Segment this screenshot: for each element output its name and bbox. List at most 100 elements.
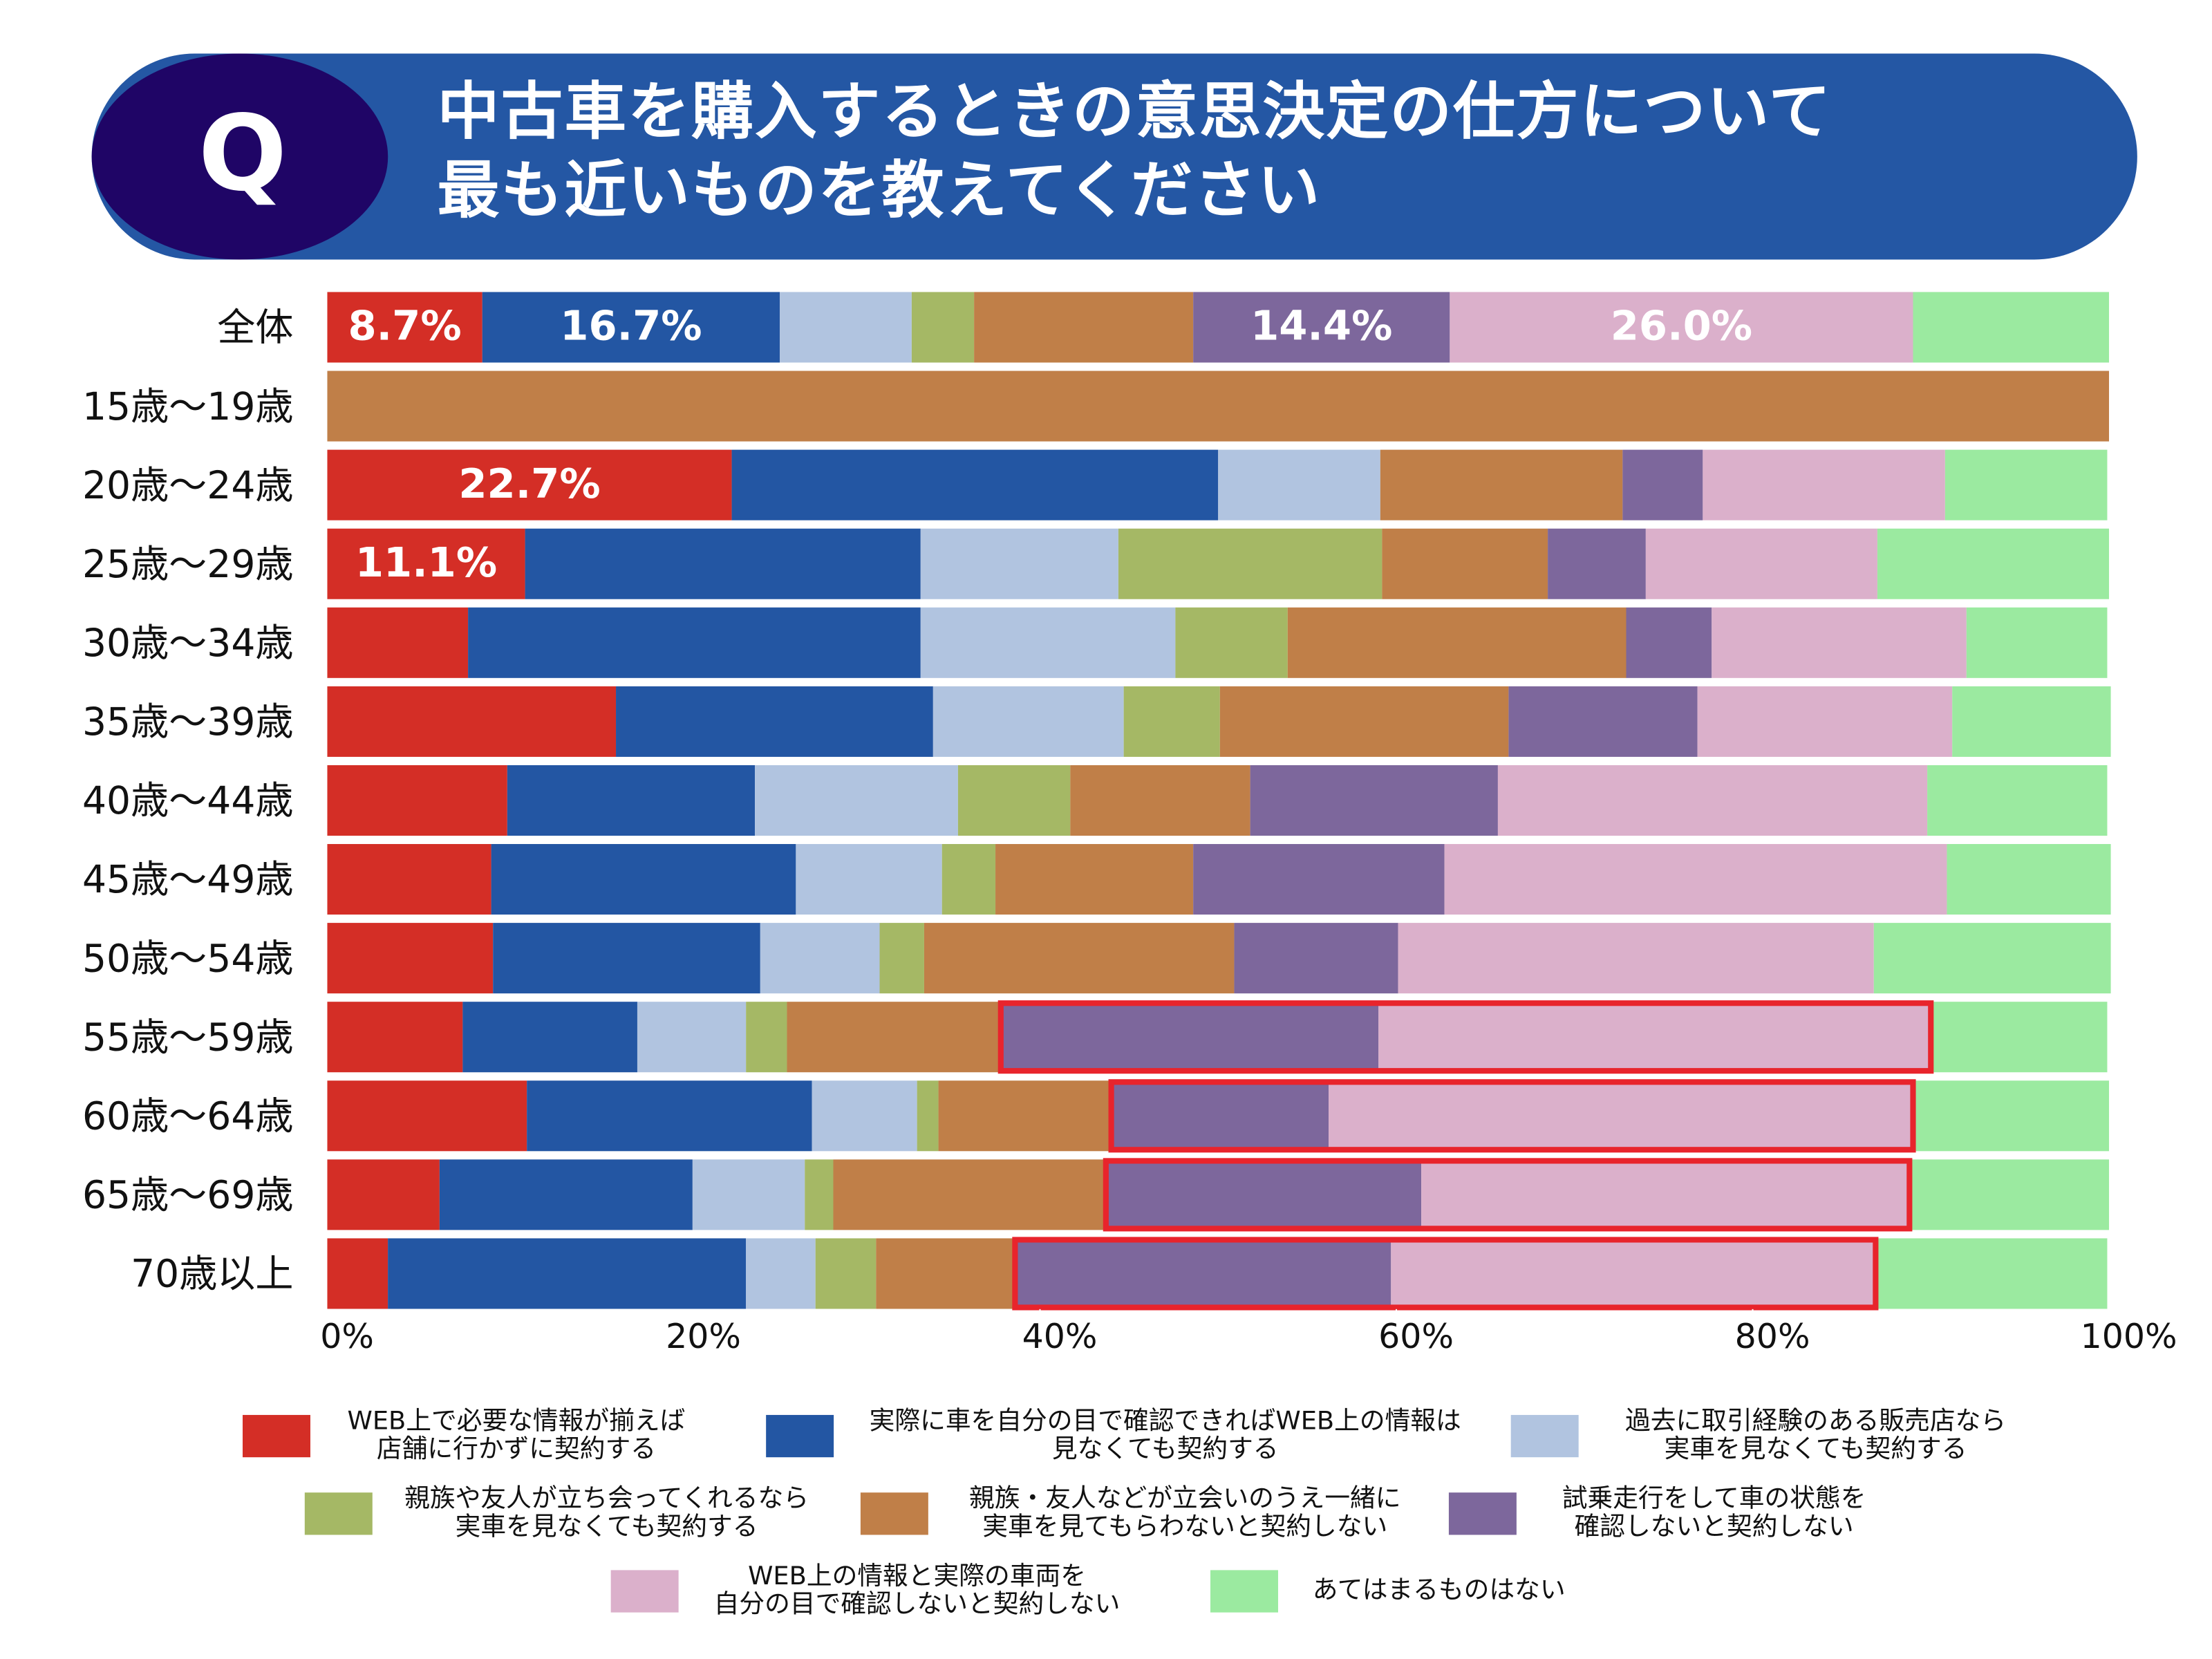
bar-segment bbox=[1909, 1159, 2110, 1230]
bar-segment bbox=[805, 1159, 834, 1230]
legend-swatch bbox=[766, 1414, 834, 1458]
legend-label: 実際に車を自分の目で確認できればWEB上の情報は 見なくても契約する bbox=[869, 1406, 1461, 1465]
bar-segment bbox=[1444, 844, 1947, 915]
bar-segment bbox=[525, 528, 921, 599]
chart-title: 中古車を購入するときの意思決定の仕方について 最も近いものを教えてください bbox=[437, 76, 1833, 227]
legend-label: あてはまるものはない bbox=[1312, 1575, 1566, 1606]
bar-segment bbox=[796, 844, 942, 915]
bar-segment bbox=[957, 765, 1071, 836]
bar-segment bbox=[462, 1002, 637, 1073]
x-tick-label: 60% bbox=[1378, 1317, 1454, 1356]
bar-segment bbox=[1250, 765, 1498, 836]
bar-segment bbox=[1703, 449, 1945, 521]
title-banner bbox=[91, 53, 2137, 260]
bar-segment bbox=[327, 1238, 388, 1309]
bar-segment bbox=[327, 844, 491, 915]
x-tick-label: 40% bbox=[1022, 1317, 1098, 1356]
bar-segment bbox=[974, 292, 1194, 363]
bar-segment bbox=[938, 1080, 1112, 1152]
legend-label: WEB上の情報と実際の車両を 自分の目で確認しないと契約しない bbox=[713, 1562, 1121, 1620]
legend-swatch bbox=[243, 1414, 310, 1458]
legend-swatch bbox=[304, 1492, 373, 1535]
bar-segment bbox=[924, 923, 1235, 994]
y-tick-label: 15歳〜19歳 bbox=[82, 384, 294, 429]
legend-swatch bbox=[860, 1492, 928, 1535]
bar-segment bbox=[1382, 528, 1548, 599]
bar-segment bbox=[995, 844, 1194, 915]
y-tick-label: 40歳〜44歳 bbox=[82, 778, 294, 823]
bar-segment bbox=[1123, 686, 1220, 757]
data-label: 26.0% bbox=[1611, 302, 1752, 350]
bar-segment bbox=[1378, 1002, 1931, 1073]
bar-segment bbox=[833, 1159, 1106, 1230]
y-tick-label: 30歳〜34歳 bbox=[82, 621, 294, 665]
bar-segment bbox=[1548, 528, 1646, 599]
bar-segment bbox=[920, 528, 1118, 599]
bar-segment bbox=[1712, 607, 1967, 678]
bar-segment bbox=[746, 1002, 787, 1073]
bar-segment bbox=[327, 765, 507, 836]
y-tick-label: 全体 bbox=[217, 306, 293, 350]
bar-segment bbox=[1421, 1159, 1910, 1230]
bar-segment bbox=[941, 844, 996, 915]
bar-segment bbox=[1218, 449, 1380, 521]
legend-swatch bbox=[1210, 1570, 1278, 1613]
bar-segment bbox=[388, 1238, 747, 1309]
y-tick-label: 70歳以上 bbox=[131, 1252, 293, 1296]
bar-segment bbox=[1380, 449, 1623, 521]
bar-segment bbox=[327, 528, 525, 599]
bar-segment bbox=[637, 1002, 747, 1073]
bar-segment bbox=[482, 292, 780, 363]
bar-segment bbox=[1193, 292, 1450, 363]
bar-segment bbox=[731, 449, 1219, 521]
x-tick-label: 80% bbox=[1735, 1317, 1810, 1356]
bar-segment bbox=[327, 686, 617, 757]
bar-segment bbox=[327, 292, 482, 363]
bar-segment bbox=[911, 292, 975, 363]
x-tick-label: 20% bbox=[666, 1317, 741, 1356]
highlight-box bbox=[1012, 1237, 1879, 1311]
bar-segment bbox=[1927, 765, 2108, 836]
data-label: 14.4% bbox=[1250, 302, 1392, 350]
legend-label: 過去に取引経験のある販売店なら 実車を見なくても契約する bbox=[1625, 1406, 2007, 1465]
bar-segment bbox=[812, 1080, 917, 1152]
data-label: 11.1% bbox=[355, 538, 497, 586]
bar-segment bbox=[692, 1159, 805, 1230]
bar-segment bbox=[527, 1080, 812, 1152]
bar-segment bbox=[1913, 1080, 2110, 1152]
bar-segment bbox=[760, 923, 880, 994]
y-tick-label: 50歳〜54歳 bbox=[82, 936, 294, 980]
bar-segment bbox=[917, 1080, 939, 1152]
data-label: 22.7% bbox=[458, 460, 600, 507]
bar-segment bbox=[787, 1002, 1001, 1073]
bar-segment bbox=[327, 449, 732, 521]
bar-segment bbox=[1952, 686, 2111, 757]
y-tick-label: 20歳〜24歳 bbox=[82, 463, 294, 507]
bar-segment bbox=[327, 1159, 440, 1230]
q-letter: Q bbox=[198, 93, 287, 214]
bar-segment bbox=[920, 607, 1176, 678]
bar-segment bbox=[327, 371, 2110, 442]
bar-segment bbox=[1966, 607, 2108, 678]
bar-segment bbox=[932, 686, 1124, 757]
highlight-box bbox=[1103, 1158, 1913, 1232]
legend-label: WEB上で必要な情報が揃えば 店舗に行かずに契約する bbox=[347, 1406, 686, 1465]
bar-segment bbox=[1329, 1080, 1913, 1152]
bar-segment bbox=[468, 607, 921, 678]
bar-segment bbox=[1118, 528, 1382, 599]
highlight-box bbox=[997, 1000, 1934, 1074]
legend-swatch bbox=[1510, 1414, 1579, 1458]
bar-segment bbox=[1622, 449, 1703, 521]
bar-segment bbox=[1497, 765, 1928, 836]
bar-segment bbox=[507, 765, 756, 836]
bar-segment bbox=[439, 1159, 693, 1230]
bar-segment bbox=[780, 292, 912, 363]
bar-segment bbox=[1398, 923, 1874, 994]
data-label: 8.7% bbox=[348, 302, 462, 350]
highlight-box bbox=[1108, 1079, 1916, 1153]
bar-segment bbox=[1111, 1080, 1329, 1152]
y-tick-label: 35歳〜39歳 bbox=[82, 700, 294, 744]
bar-segment bbox=[1219, 686, 1509, 757]
